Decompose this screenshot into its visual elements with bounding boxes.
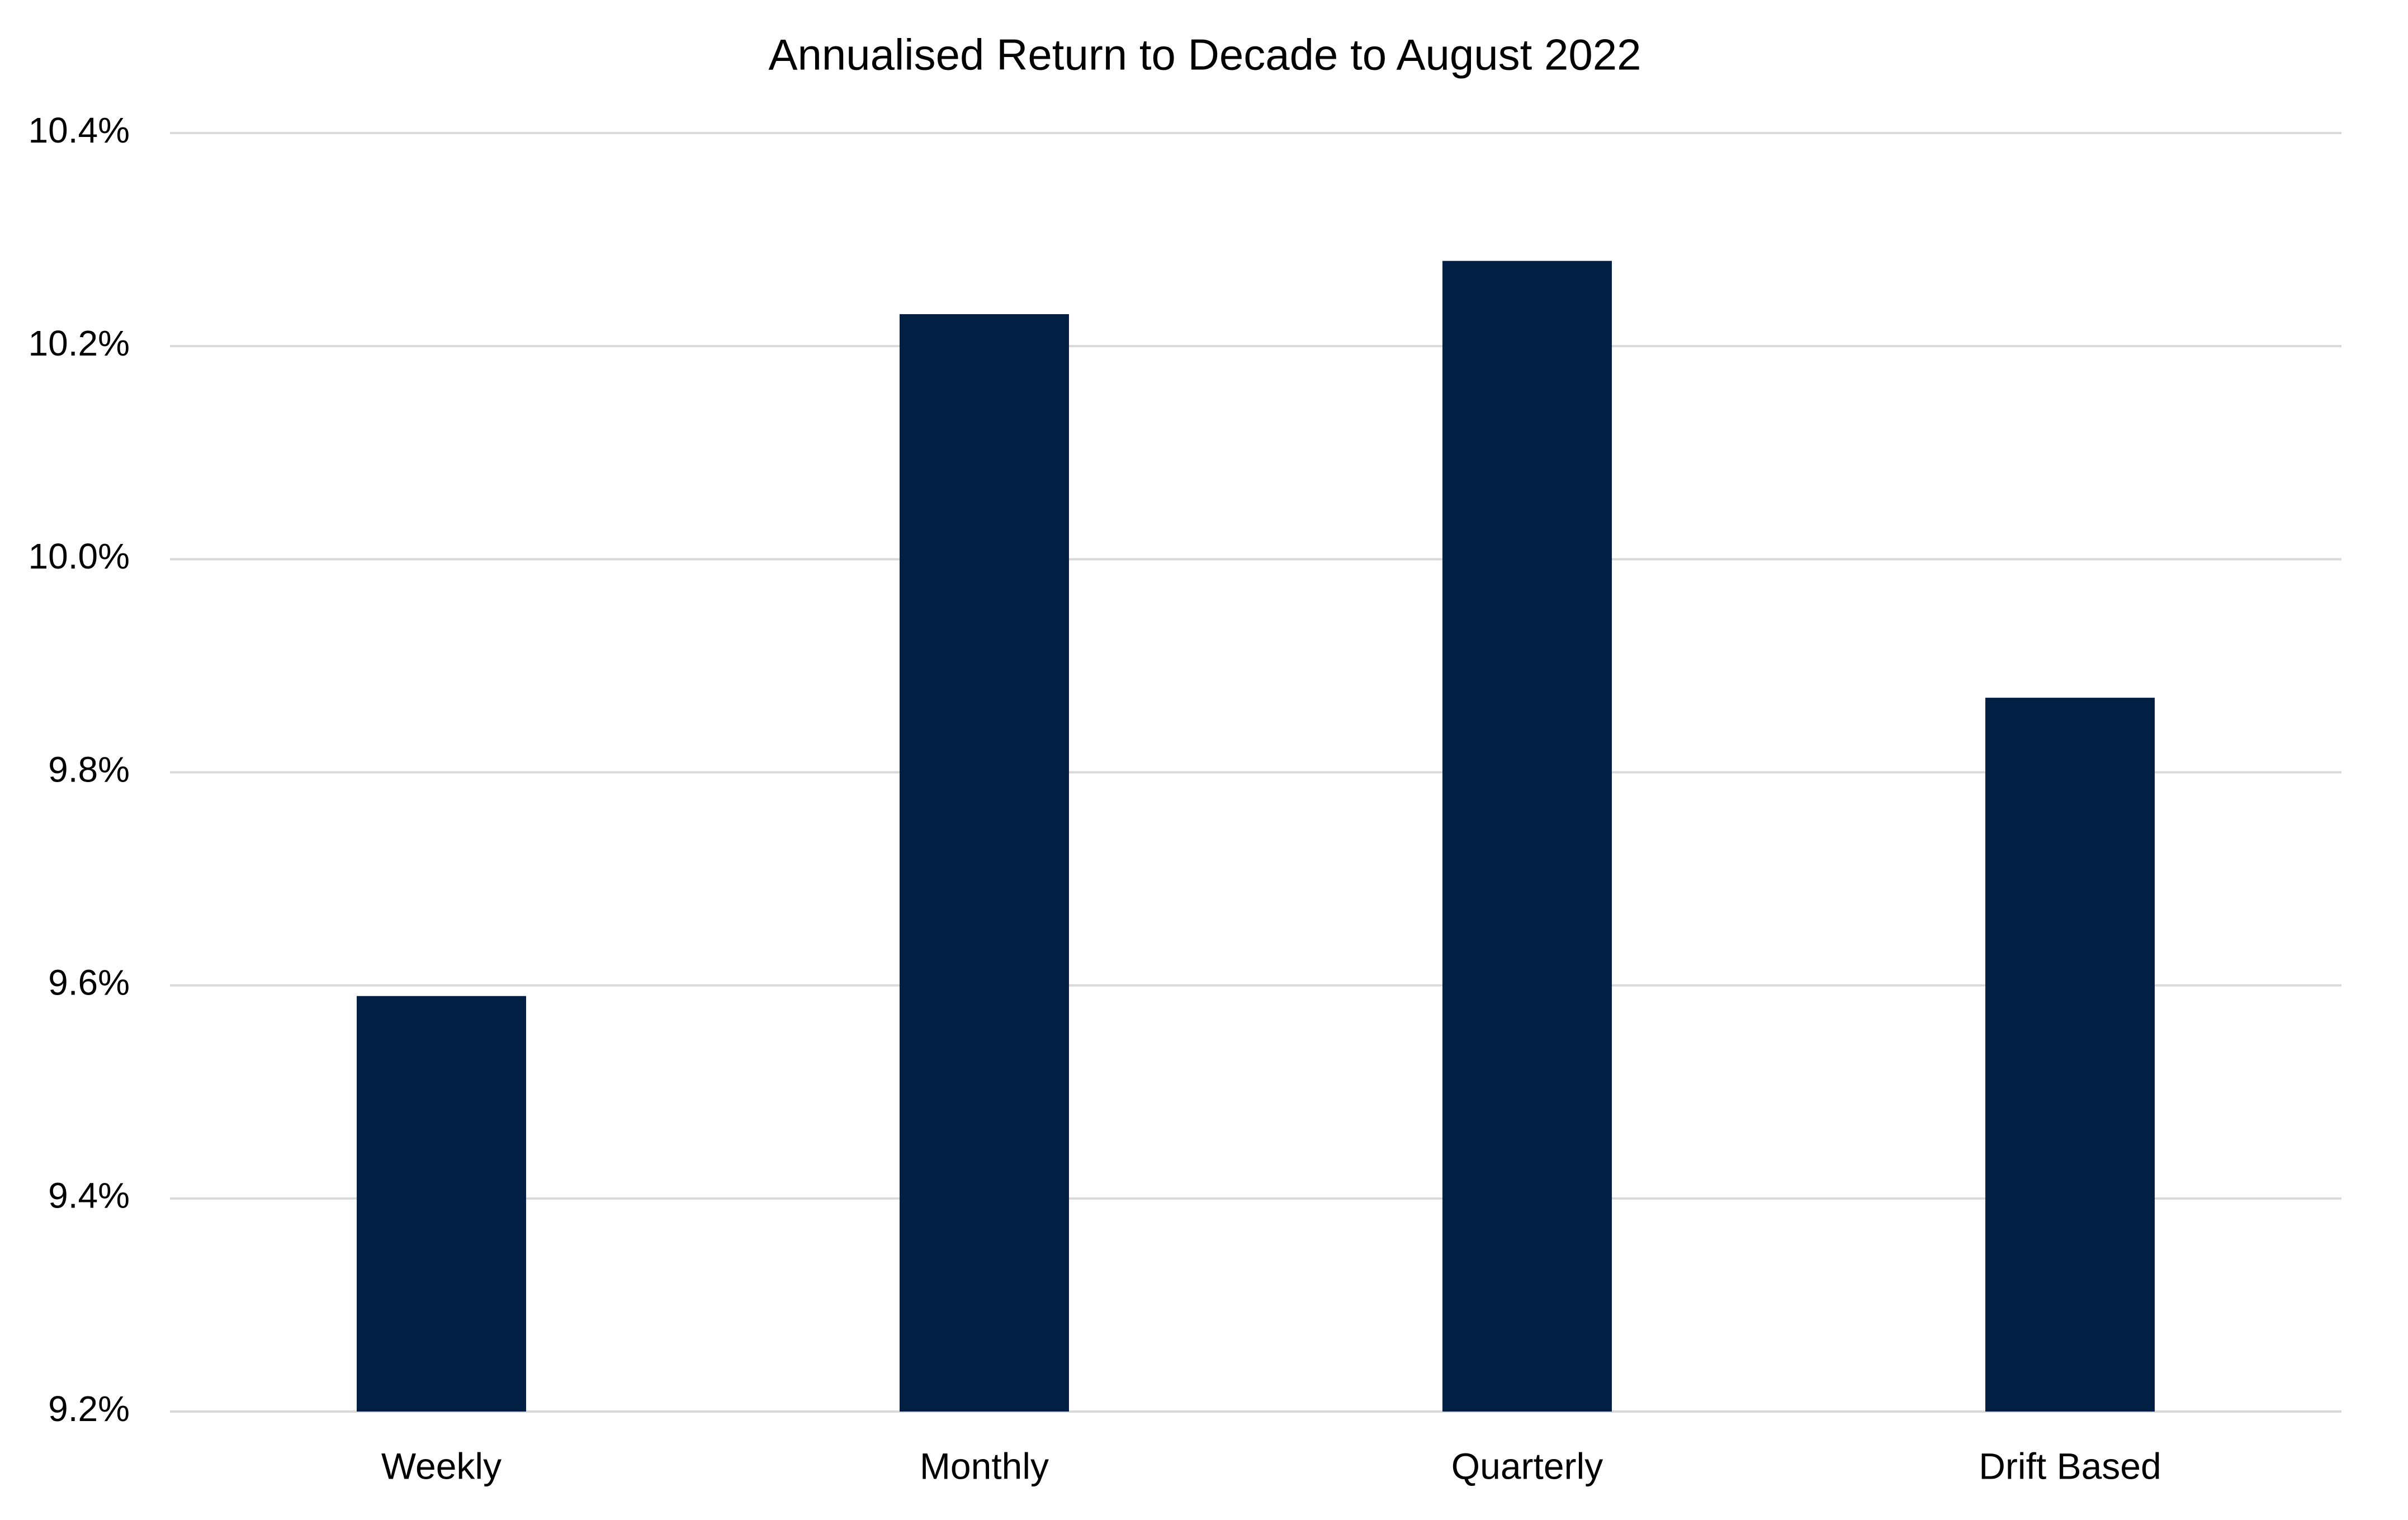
y-tick-label: 10.4%: [29, 110, 130, 150]
bar: [357, 996, 526, 1412]
y-tick-label: 9.4%: [48, 1176, 130, 1216]
bar: [1442, 261, 1612, 1412]
x-tick-label: Monthly: [920, 1445, 1049, 1486]
y-tick-label: 9.6%: [48, 963, 130, 1003]
x-tick-label: Drift Based: [1979, 1445, 2161, 1486]
y-tick-label: 10.0%: [29, 536, 130, 576]
y-tick-label: 9.2%: [48, 1389, 130, 1429]
bar: [1985, 698, 2155, 1412]
y-tick-label: 9.8%: [48, 749, 130, 789]
x-tick-label: Weekly: [381, 1445, 502, 1486]
x-tick-label: Quarterly: [1451, 1445, 1603, 1486]
bar: [900, 314, 1069, 1412]
chart-title: Annualised Return to Decade to August 20…: [768, 30, 1641, 79]
y-tick-label: 10.2%: [29, 323, 130, 363]
